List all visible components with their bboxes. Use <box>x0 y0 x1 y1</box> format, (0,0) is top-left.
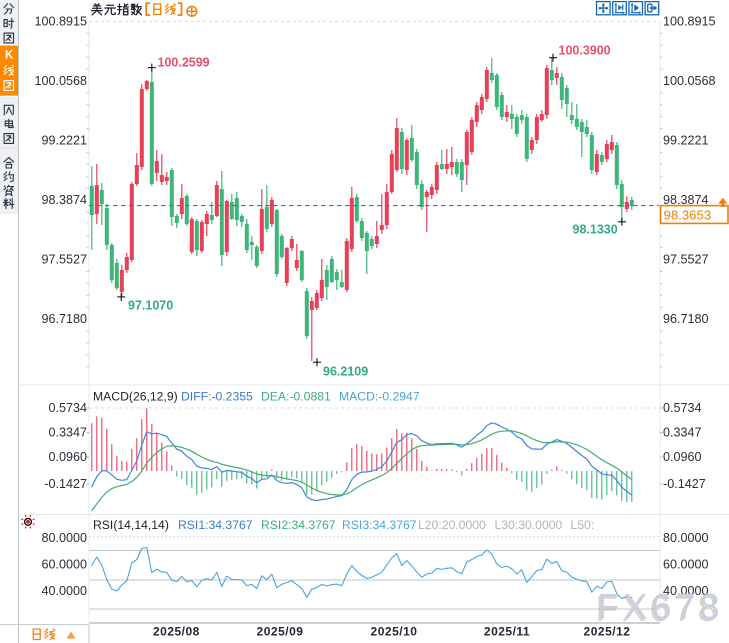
svg-text:0.3347: 0.3347 <box>663 426 702 440</box>
svg-text:100.0568: 100.0568 <box>34 74 87 88</box>
svg-text:60.0000: 60.0000 <box>41 558 87 572</box>
svg-text:K: K <box>5 50 14 62</box>
svg-text:96.7180: 96.7180 <box>41 312 87 326</box>
svg-text:100.8915: 100.8915 <box>663 14 716 28</box>
svg-text:L50:: L50: <box>571 518 595 532</box>
svg-text:100.0568: 100.0568 <box>663 74 716 88</box>
svg-text:98.1330: 98.1330 <box>573 223 618 237</box>
svg-text:40.0000: 40.0000 <box>41 584 87 598</box>
svg-text:0.5734: 0.5734 <box>48 401 87 415</box>
svg-text:97.5527: 97.5527 <box>663 253 709 267</box>
svg-text:99.2221: 99.2221 <box>41 134 87 148</box>
svg-text:96.7180: 96.7180 <box>663 312 709 326</box>
svg-text:FX678: FX678 <box>596 588 722 629</box>
svg-text:RSI3:34.3767: RSI3:34.3767 <box>342 518 417 532</box>
svg-text:-0.1427: -0.1427 <box>663 477 706 491</box>
svg-text:96.2109: 96.2109 <box>323 365 368 379</box>
svg-text:DEA:-0.0881: DEA:-0.0881 <box>261 390 331 404</box>
svg-text:0.0960: 0.0960 <box>663 450 702 464</box>
svg-text:99.2221: 99.2221 <box>663 134 709 148</box>
svg-text:0.3347: 0.3347 <box>48 426 87 440</box>
svg-text:2025/12: 2025/12 <box>584 625 631 639</box>
svg-text:L30:30.0000: L30:30.0000 <box>495 518 563 532</box>
svg-text:0.0960: 0.0960 <box>48 450 87 464</box>
svg-text:0.5734: 0.5734 <box>663 401 702 415</box>
svg-text:97.5527: 97.5527 <box>41 253 87 267</box>
svg-text:97.1070: 97.1070 <box>128 299 173 313</box>
svg-text:80.0000: 80.0000 <box>663 531 709 545</box>
svg-text:MACD:-0.2947: MACD:-0.2947 <box>339 390 420 404</box>
svg-text:40.0000: 40.0000 <box>663 584 709 598</box>
svg-text:MACD(26,12,9): MACD(26,12,9) <box>93 390 178 404</box>
svg-text:100.3900: 100.3900 <box>559 44 611 58</box>
svg-text:100.8915: 100.8915 <box>34 14 87 28</box>
svg-text:2025/10: 2025/10 <box>371 625 418 639</box>
svg-text:L20:20.0000: L20:20.0000 <box>418 518 486 532</box>
svg-text:RSI2:34.3767: RSI2:34.3767 <box>261 518 336 532</box>
svg-text:2025/09: 2025/09 <box>257 625 304 639</box>
svg-text:60.0000: 60.0000 <box>663 558 709 572</box>
svg-text:98.3874: 98.3874 <box>41 193 87 207</box>
svg-text:2025/08: 2025/08 <box>153 625 200 639</box>
svg-text:RSI1:34.3767: RSI1:34.3767 <box>178 518 253 532</box>
svg-text:98.3653: 98.3653 <box>664 207 712 222</box>
svg-text:80.0000: 80.0000 <box>41 531 87 545</box>
svg-text:RSI(14,14,14): RSI(14,14,14) <box>93 518 169 532</box>
svg-text:-0.1427: -0.1427 <box>44 477 87 491</box>
svg-text:FX678: FX678 <box>598 586 724 627</box>
svg-text:100.2599: 100.2599 <box>158 56 210 70</box>
svg-text:DIFF:-0.2355: DIFF:-0.2355 <box>181 390 253 404</box>
svg-text:2025/11: 2025/11 <box>484 625 530 639</box>
svg-text:98.3874: 98.3874 <box>663 193 709 207</box>
